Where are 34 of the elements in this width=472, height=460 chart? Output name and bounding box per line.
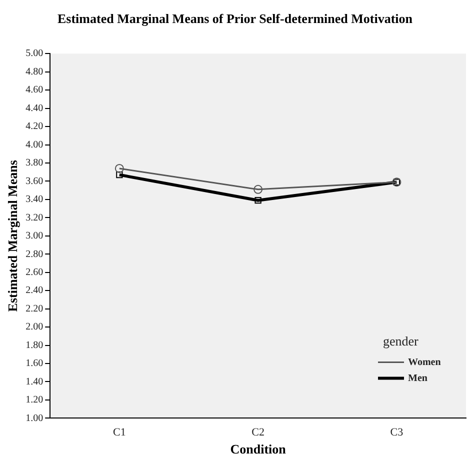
y-tick-label: 4.80: [26, 66, 44, 78]
y-tick-label: 4.00: [26, 139, 44, 150]
point: [254, 197, 262, 204]
x-tick-label: C1: [112, 426, 126, 439]
y-tick-label: 2.80: [26, 248, 44, 260]
point: [116, 172, 123, 178]
legend-label: Women: [408, 356, 442, 368]
y-tick-label: 3.00: [26, 230, 44, 242]
y-tick-label: 1.20: [26, 394, 44, 406]
y-tick-label: 3.60: [26, 176, 44, 187]
y-tick-label: 1.60: [26, 358, 44, 370]
y-tick-label: 2.40: [26, 285, 44, 296]
y-tick-label: 2.00: [26, 322, 44, 333]
y-tick-label: 4.40: [26, 102, 44, 114]
legend-title: gender: [383, 334, 420, 349]
y-tick-label: 3.40: [26, 194, 44, 206]
y-tick-label: 4.60: [26, 84, 44, 96]
y-tick-label: 3.20: [26, 212, 44, 224]
chart-title: Estimated Marginal Means of Prior Self-determined Motivation: [57, 11, 414, 26]
y-axis-title: Estimated Marginal Means: [5, 160, 20, 312]
y-tick-label: 2.60: [26, 266, 44, 278]
point: [114, 164, 124, 173]
x-tick-label: C3: [390, 426, 404, 439]
y-tick-label: 1.40: [26, 376, 44, 388]
legend-label: Men: [408, 372, 428, 384]
x-axis-title: Condition: [230, 442, 287, 457]
y-tick-label: 2.20: [26, 303, 44, 314]
y-tick-label: 1.80: [26, 340, 44, 351]
y-tick-label: 4.20: [26, 121, 44, 132]
x-tick-label: C2: [252, 426, 264, 439]
y-tick-label: 3.80: [26, 158, 44, 169]
point: [254, 184, 263, 194]
y-tick-label: 1.00: [26, 412, 44, 424]
y-tick-label: 5.00: [26, 48, 44, 60]
